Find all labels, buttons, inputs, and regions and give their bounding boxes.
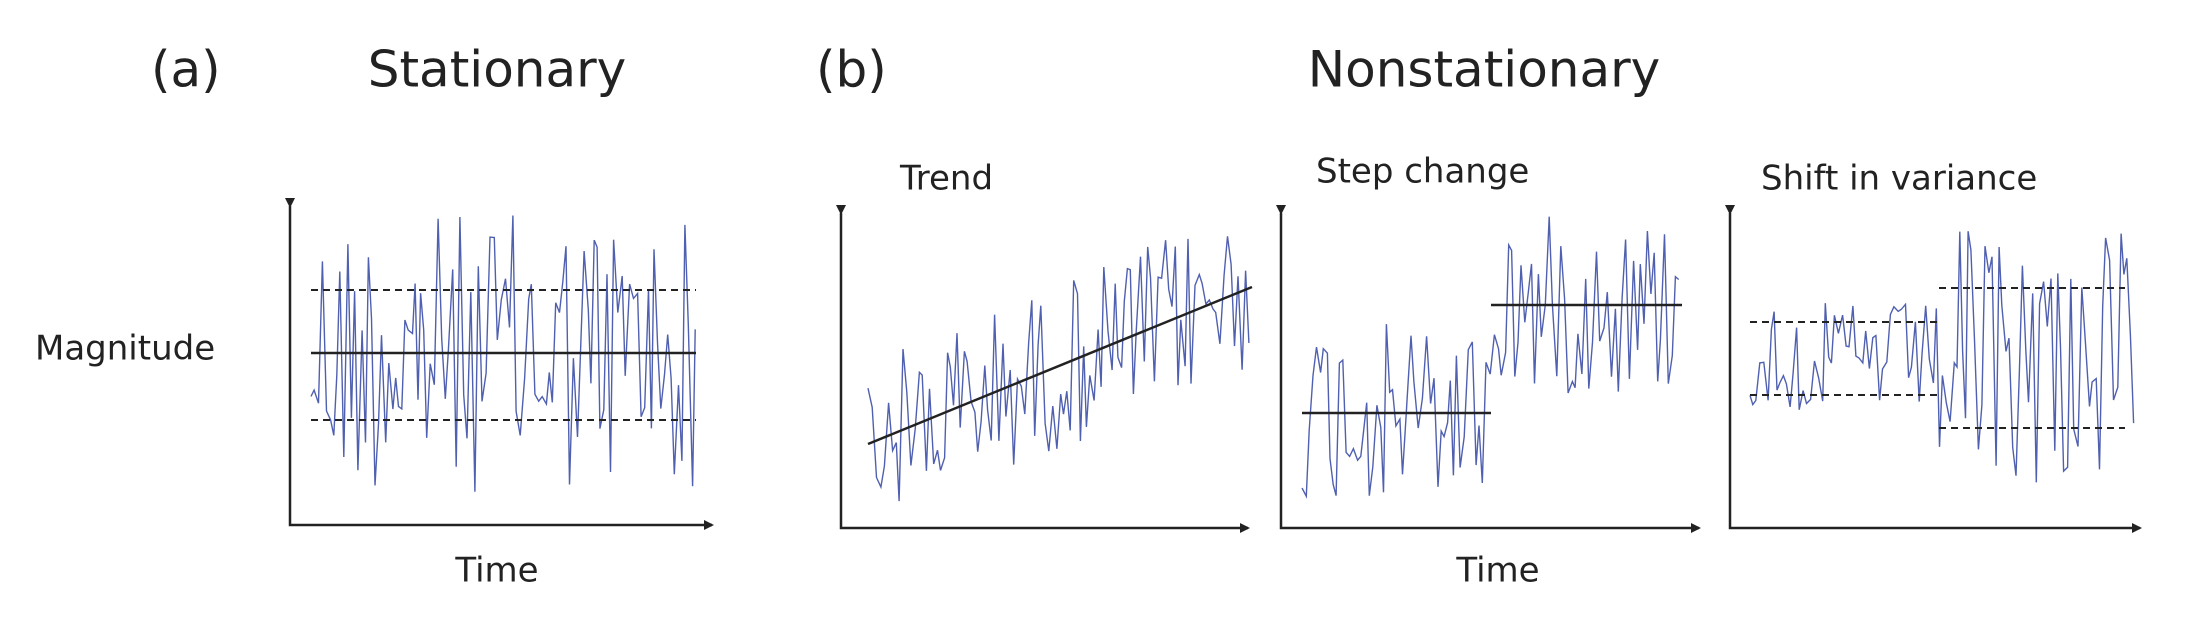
x-axis-label: Time [1455,551,1539,591]
panel-label: (a) [151,41,221,99]
axis [1725,205,2142,533]
panel-title: Stationary [368,41,627,99]
axis [1276,205,1701,533]
axes [285,198,2142,533]
signal [1749,231,2135,483]
subpanel-title: Shift in variance [1761,159,2037,199]
axis [285,198,714,530]
signal [867,236,1250,502]
subpanel-title: Trend [899,159,993,199]
trend-line [867,285,1253,446]
y-axis-label: Magnitude [35,329,215,369]
panel-title: Nonstationary [1308,41,1661,99]
panel-label: (b) [816,41,887,99]
x-axis-label: Time [454,551,538,591]
signal [1301,216,1680,499]
axis [836,205,1250,533]
subpanel-title: Step change [1316,152,1529,192]
signals [310,215,2135,502]
reference-lines [311,285,2125,446]
